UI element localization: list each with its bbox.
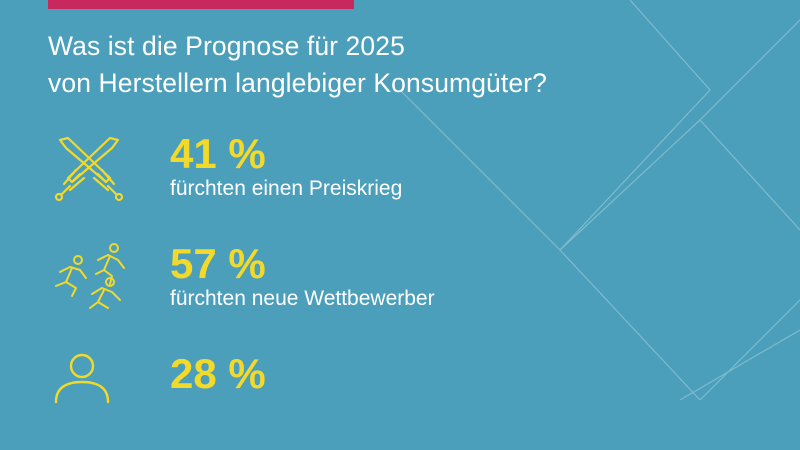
stat-new-competitors: 57 % fürchten neue Wettbewerber (0, 240, 800, 340)
stat-label: fürchten einen Preiskrieg (170, 177, 403, 200)
stat-third: 28 % (0, 350, 800, 450)
accent-bar (48, 0, 354, 9)
running-people-icon (55, 243, 125, 309)
stat-value: 28 % (170, 350, 266, 397)
title-line-1: Was ist die Prognose für 2025 (48, 31, 405, 61)
stat-value: 41 % (170, 130, 266, 177)
crossed-swords-icon (54, 136, 124, 202)
stat-value: 57 % (170, 240, 266, 287)
stat-label: fürchten neue Wettbewerber (170, 287, 435, 310)
decorative-diamond-lines (399, 0, 800, 400)
stat-price-war: 41 % fürchten einen Preiskrieg (0, 130, 800, 230)
title-line-2: von Herstellern langlebiger Konsumgüter? (48, 68, 547, 98)
person-icon (54, 353, 110, 404)
page-title: Was ist die Prognose für 2025 von Herste… (48, 28, 688, 102)
